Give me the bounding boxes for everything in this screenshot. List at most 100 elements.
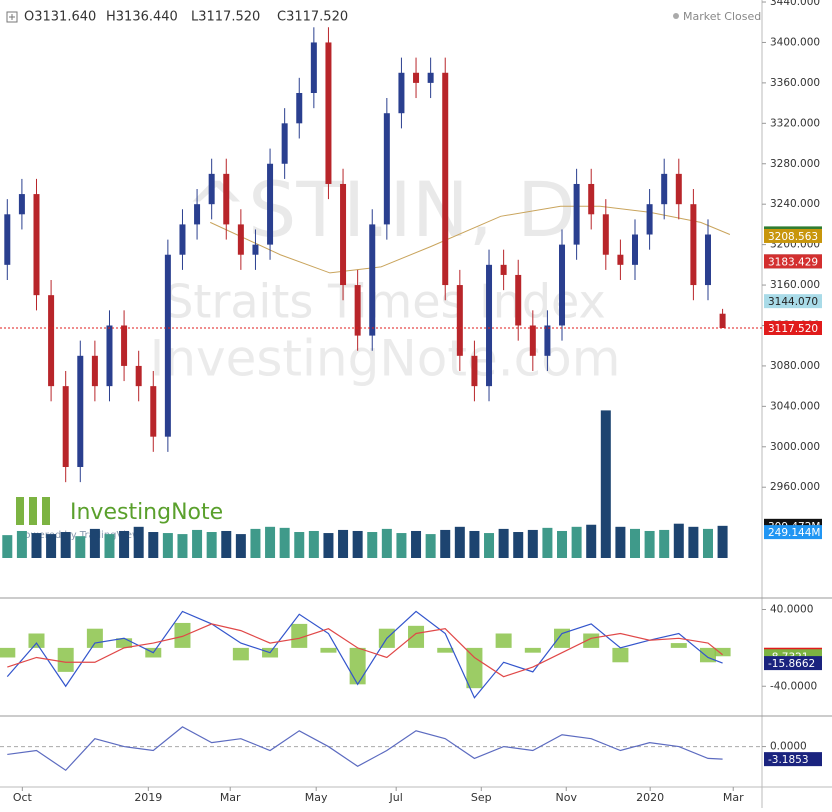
volume-bar — [119, 530, 130, 558]
candle-body — [383, 113, 390, 225]
candle-body — [121, 325, 128, 366]
volume-bar — [60, 532, 71, 558]
candle-body — [515, 274, 522, 326]
logo-text: InvestingNote — [70, 500, 223, 525]
y-tick-label: 3000.000 — [770, 441, 820, 453]
volume-bar — [294, 532, 305, 558]
volume-bar — [440, 529, 451, 558]
market-status: Market Closed — [683, 10, 761, 23]
volume-bar — [571, 526, 582, 558]
y-tick-label: 3400.000 — [770, 36, 820, 48]
candle-body — [559, 244, 566, 326]
histogram-bar — [320, 647, 337, 653]
volume-bar — [542, 527, 553, 558]
candle-body — [500, 264, 507, 275]
volume-bar — [104, 534, 115, 558]
volume-bar — [527, 529, 538, 558]
candle-body — [529, 325, 536, 356]
moving-average — [209, 205, 731, 274]
volume-bar — [2, 535, 13, 558]
y-tick-label: 3160.000 — [770, 279, 820, 291]
candle-body — [325, 42, 332, 184]
y-tick-label: 3280.000 — [770, 158, 820, 170]
candle-body — [33, 194, 40, 296]
candle-body — [340, 183, 347, 286]
volume-bar — [615, 526, 626, 558]
x-tick-label: Nov — [556, 791, 578, 804]
histogram-bar — [495, 633, 512, 648]
volume-bar — [381, 528, 392, 558]
volume-bar — [206, 532, 217, 558]
histogram-bar — [174, 622, 191, 648]
price-tag-label: 3183.429 — [768, 256, 818, 268]
histogram-bar — [524, 647, 541, 653]
volume-bar — [717, 525, 728, 558]
candle-body — [573, 183, 580, 245]
volume-bar — [250, 528, 261, 558]
histogram-bar — [714, 647, 731, 657]
price-tag — [764, 525, 822, 540]
logo-icon — [42, 497, 50, 525]
price-tag-label: -15.8662 — [768, 658, 815, 670]
candle-body — [237, 224, 244, 255]
volume-bar — [367, 532, 378, 558]
candle-body — [208, 173, 215, 205]
histogram-bar — [466, 647, 483, 689]
candle-body — [62, 386, 69, 468]
oscillator-line — [7, 726, 723, 772]
logo-icon — [29, 497, 37, 525]
volume-bar — [46, 534, 57, 558]
volume-bar — [133, 526, 144, 558]
histogram-bar — [116, 638, 133, 648]
candle-body — [223, 173, 230, 225]
watermark-symbol: ^STI.IN, D — [184, 165, 575, 254]
volume-bar — [31, 533, 42, 558]
x-tick-label: Oct — [13, 791, 33, 804]
price-tag — [764, 320, 822, 335]
x-tick-label: May — [305, 791, 328, 804]
volume-bar — [323, 533, 334, 558]
candle-body — [106, 325, 113, 387]
candle-body — [18, 194, 25, 215]
candle-body — [646, 204, 653, 235]
volume-bar — [600, 410, 611, 558]
volume-bar — [396, 533, 407, 558]
candle-body — [252, 244, 259, 255]
ohlc-value: H3136.440 — [106, 10, 178, 25]
candle-body — [661, 173, 668, 205]
candle-body — [354, 285, 361, 336]
x-tick-label: 2020 — [636, 791, 664, 804]
volume-bar — [498, 528, 509, 558]
candle-body — [486, 264, 493, 387]
histogram-bar — [554, 628, 571, 648]
candle-body — [48, 295, 55, 387]
volume-bar — [221, 530, 232, 558]
histogram-bar — [86, 628, 103, 648]
y-tick-label: 40.0000 — [770, 604, 813, 616]
watermark-site: InvestingNote.com — [150, 330, 621, 388]
candle-body — [456, 285, 463, 356]
candle-body — [77, 355, 84, 468]
volume-bar — [673, 523, 684, 558]
volume-bar — [279, 527, 290, 558]
price-tag — [764, 228, 822, 243]
volume-bar — [148, 532, 159, 558]
volume-bar — [469, 530, 480, 558]
expand-icon[interactable] — [6, 11, 18, 23]
histogram-bar — [0, 647, 16, 658]
volume-bar — [688, 526, 699, 558]
candle-body — [310, 42, 317, 93]
candle-body — [398, 72, 405, 114]
candle-body — [427, 72, 434, 83]
candle-body — [675, 173, 682, 205]
candle-body — [704, 234, 711, 286]
candle-body — [413, 72, 420, 83]
candle-body — [617, 254, 624, 265]
volume-bar — [352, 530, 363, 558]
x-tick-label: Jul — [389, 791, 403, 804]
price-tag-label: 3208.563 — [768, 231, 818, 243]
ohlc-value: C3117.520 — [277, 10, 348, 25]
histogram-bar — [437, 647, 454, 653]
